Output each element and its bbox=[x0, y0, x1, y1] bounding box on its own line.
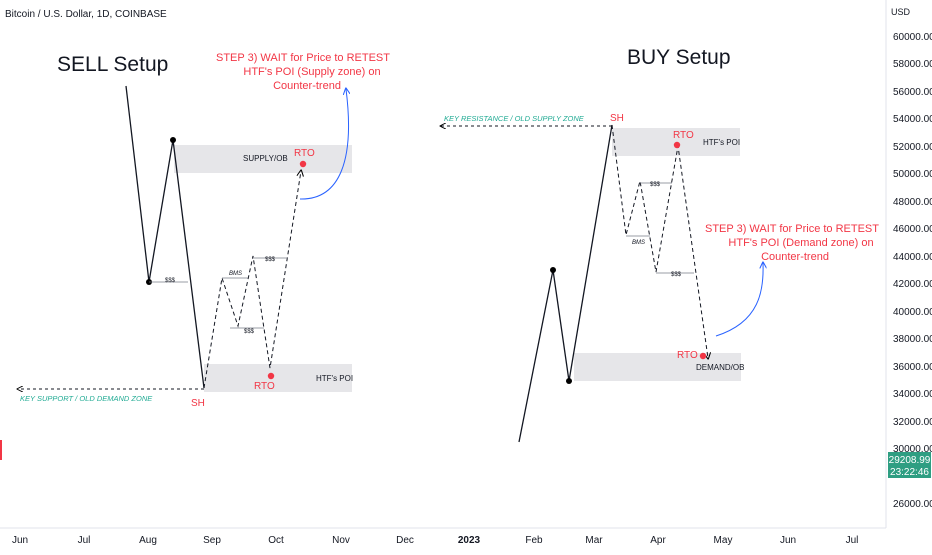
price-tick: 30000.00 bbox=[893, 444, 932, 455]
time-axis[interactable]: Jun Jul Aug Sep Oct Nov Dec 2023 Feb Mar… bbox=[12, 535, 858, 546]
last-price-value: 29208.99 bbox=[889, 455, 931, 466]
sell-poi-label: HTF's POI bbox=[316, 374, 353, 383]
price-tick: 50000.00 bbox=[893, 169, 932, 180]
buy-title: BUY Setup bbox=[627, 46, 731, 69]
buy-sss-label-2: $$$ bbox=[671, 272, 682, 278]
sell-step-line-1: STEP 3) WAIT for Price to RETEST bbox=[216, 52, 390, 64]
time-tick: Jun bbox=[780, 535, 796, 546]
sell-key-support-label: KEY SUPPORT / OLD DEMAND ZONE bbox=[20, 394, 153, 403]
sell-rto-top: RTO bbox=[294, 148, 315, 159]
buy-rto-dot-bottom bbox=[699, 352, 707, 360]
sell-supply-label: SUPPLY/OB bbox=[243, 154, 288, 163]
sell-annotation-arrow bbox=[299, 89, 349, 200]
time-tick: Nov bbox=[332, 535, 350, 546]
time-tick: Aug bbox=[139, 535, 157, 546]
buy-swing-low bbox=[566, 378, 572, 384]
sell-supply-zone[interactable] bbox=[174, 145, 352, 173]
buy-sh-label: SH bbox=[610, 113, 624, 124]
sell-sss-label-3: $$$ bbox=[265, 257, 276, 263]
sell-rto-dot-top bbox=[299, 160, 307, 168]
sell-sh-label: SH bbox=[191, 398, 205, 409]
price-tick: 44000.00 bbox=[893, 252, 932, 263]
buy-price-path[interactable] bbox=[518, 124, 613, 443]
buy-setup: BUY Setup HTF's POI DEMAND/OB BMS $$$ $$… bbox=[441, 46, 879, 443]
buy-rto-top: RTO bbox=[673, 130, 694, 141]
time-tick: Sep bbox=[203, 535, 221, 546]
sell-price-path[interactable] bbox=[125, 85, 205, 389]
buy-demand-label: DEMAND/OB bbox=[696, 363, 744, 372]
last-price-badge-bg bbox=[888, 452, 931, 478]
price-tick: 52000.00 bbox=[893, 142, 932, 153]
buy-rto-dot-top bbox=[673, 141, 681, 149]
time-tick-year: 2023 bbox=[458, 535, 481, 546]
price-tick: 54000.00 bbox=[893, 114, 932, 125]
buy-annotation-arrow bbox=[715, 263, 763, 337]
buy-demand-zone[interactable] bbox=[574, 353, 741, 381]
time-tick: Dec bbox=[396, 535, 414, 546]
price-tick: 32000.00 bbox=[893, 417, 932, 428]
price-marker bbox=[0, 440, 2, 460]
sell-step-line-3: Counter-trend bbox=[273, 80, 341, 92]
buy-bms-label: BMS bbox=[632, 240, 645, 246]
time-tick: Jul bbox=[846, 535, 859, 546]
time-tick: Jul bbox=[78, 535, 91, 546]
buy-swing-high bbox=[550, 267, 556, 273]
time-tick: Oct bbox=[268, 535, 284, 546]
bar-countdown: 23:22:46 bbox=[890, 467, 929, 478]
price-tick: 58000.00 bbox=[893, 59, 932, 70]
buy-step-line-1: STEP 3) WAIT for Price to RETEST bbox=[705, 223, 879, 235]
sell-poi-zone[interactable] bbox=[204, 364, 352, 392]
price-tick: 34000.00 bbox=[893, 389, 932, 400]
currency-label: USD bbox=[891, 7, 911, 17]
buy-step-line-2: HTF's POI (Demand zone) on bbox=[728, 237, 873, 249]
buy-projection[interactable] bbox=[611, 124, 708, 358]
sell-sss-label: $$$ bbox=[165, 278, 176, 284]
time-tick: Apr bbox=[650, 535, 666, 546]
price-tick: 42000.00 bbox=[893, 279, 932, 290]
buy-sss-label: $$$ bbox=[650, 182, 661, 188]
price-tick: 38000.00 bbox=[893, 334, 932, 345]
sell-swing-high bbox=[170, 137, 176, 143]
time-tick: Feb bbox=[525, 535, 543, 546]
buy-step-line-3: Counter-trend bbox=[761, 251, 829, 263]
time-tick: May bbox=[714, 535, 733, 546]
symbol-title: Bitcoin / U.S. Dollar, 1D, COINBASE bbox=[5, 9, 167, 20]
price-tick: 36000.00 bbox=[893, 362, 932, 373]
time-tick: Jun bbox=[12, 535, 28, 546]
price-tick: 48000.00 bbox=[893, 197, 932, 208]
buy-rto-bottom: RTO bbox=[677, 350, 698, 361]
price-tick: 26000.00 bbox=[893, 499, 932, 510]
sell-rto-bottom: RTO bbox=[254, 381, 275, 392]
price-tick: 46000.00 bbox=[893, 224, 932, 235]
price-tick: 56000.00 bbox=[893, 87, 932, 98]
sell-step-line-2: HTF's POI (Supply zone) on bbox=[243, 66, 380, 78]
sell-title: SELL Setup bbox=[57, 53, 168, 76]
time-tick: Mar bbox=[585, 535, 603, 546]
buy-poi-label: HTF's POI bbox=[703, 138, 740, 147]
buy-key-resistance-label: KEY RESISTANCE / OLD SUPPLY ZONE bbox=[444, 114, 585, 123]
sell-bms-label: BMS bbox=[229, 271, 242, 277]
price-axis[interactable]: 60000.00 58000.00 56000.00 54000.00 5200… bbox=[893, 32, 932, 510]
sell-rto-dot-bottom bbox=[267, 372, 275, 380]
last-price-badge: 29208.99 23:22:46 bbox=[888, 452, 931, 478]
sell-sss-label-2: $$$ bbox=[244, 329, 255, 335]
sell-projection[interactable] bbox=[203, 171, 301, 389]
price-tick: 60000.00 bbox=[893, 32, 932, 43]
sell-setup: SELL Setup SUPPLY/OB HTF's POI $$$ BMS $… bbox=[18, 52, 390, 409]
price-tick: 40000.00 bbox=[893, 307, 932, 318]
